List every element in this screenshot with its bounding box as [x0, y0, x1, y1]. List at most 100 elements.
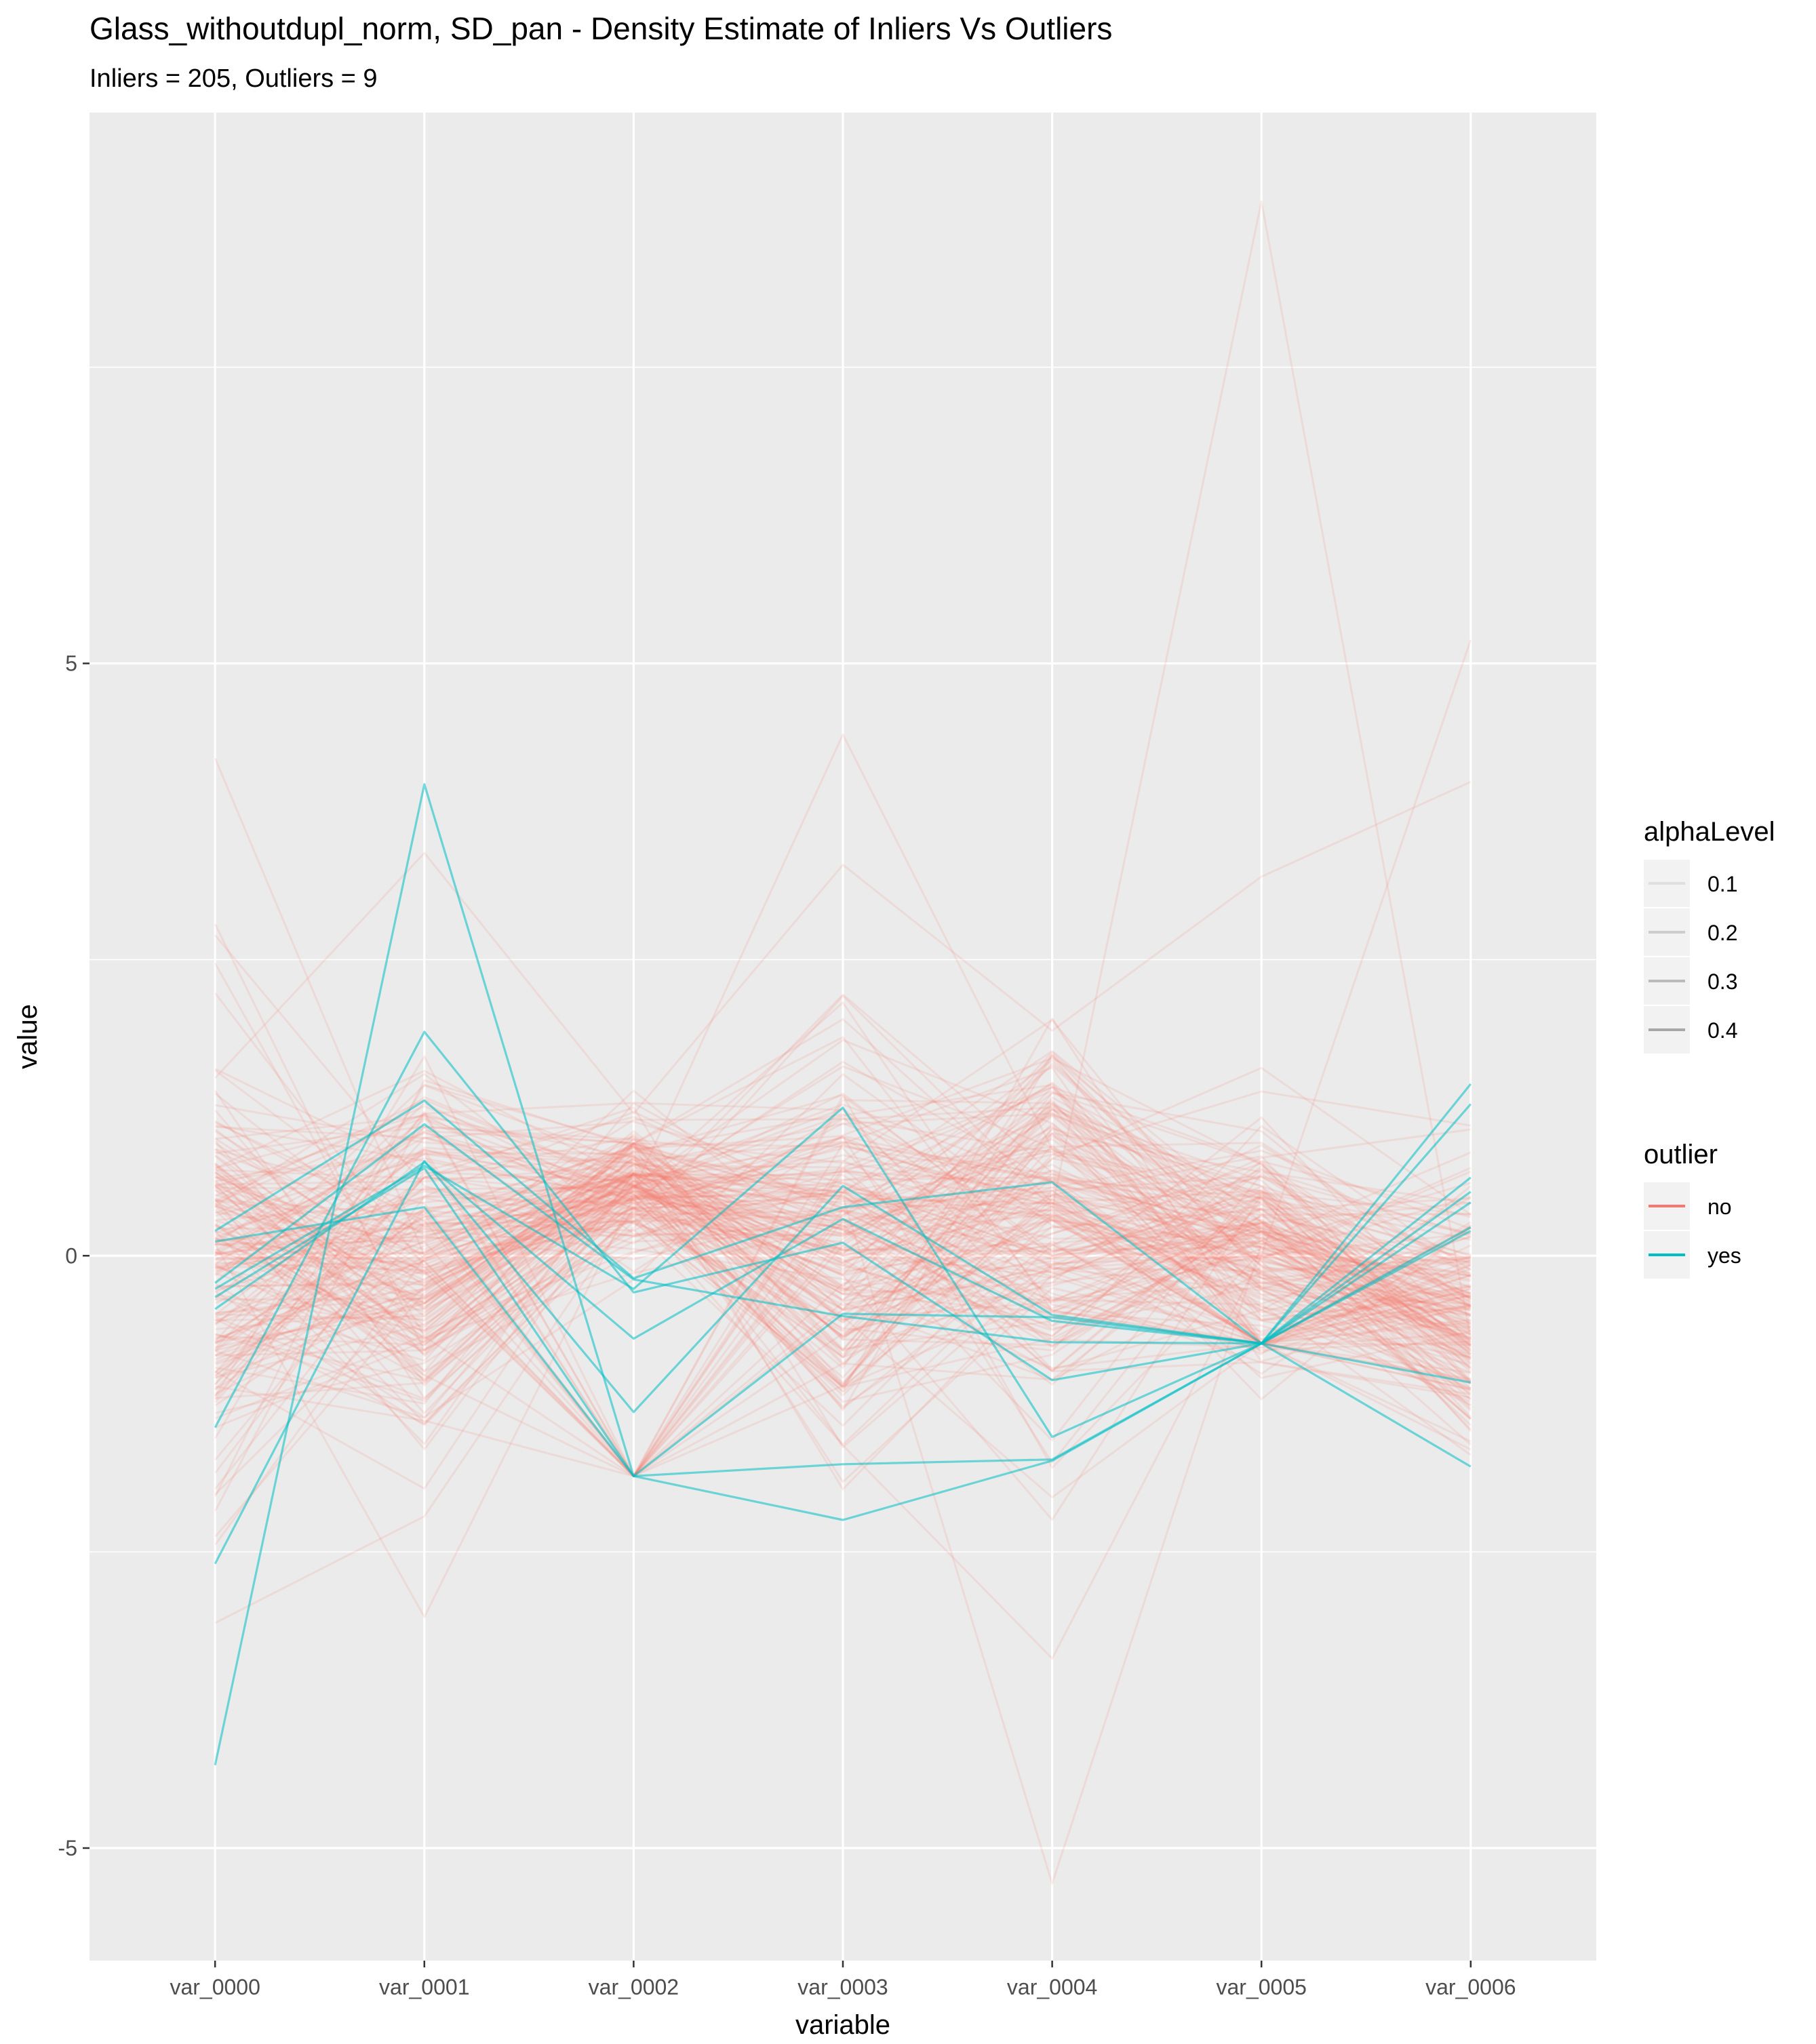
- inlier-line: [214, 1136, 1472, 1403]
- inlier-line: [214, 1146, 1471, 1326]
- inlier-line: [214, 1130, 1472, 1477]
- inlier-line: [215, 1199, 1471, 1477]
- inlier-line: [214, 1195, 1472, 1885]
- inlier-line: [214, 1108, 1472, 1357]
- inlier-line: [214, 1136, 1472, 1400]
- inlier-line: [214, 1070, 1472, 1401]
- x-tick-label: var_0001: [379, 1975, 469, 1999]
- inlier-line: [214, 1172, 1472, 1429]
- inlier-line: [214, 1127, 1472, 1356]
- inlier-line: [214, 1118, 1472, 1336]
- inlier-line: [214, 1174, 1472, 1357]
- inlier-line: [214, 1091, 1472, 1451]
- x-axis-title: variable: [795, 2010, 890, 2040]
- inlier-line: [214, 1148, 1472, 1483]
- inlier-line: [214, 1186, 1472, 1456]
- legend: alphaLevel 0.1 0.2 0.3 0.4 outlier no yes: [1644, 817, 1775, 1279]
- inlier-line: [215, 1147, 1472, 1312]
- legend-label: yes: [1708, 1243, 1741, 1268]
- inlier-line: [214, 1086, 1472, 1339]
- inlier-line: [214, 1102, 1472, 1342]
- inlier-line: [214, 1153, 1472, 1338]
- legend-label: 0.3: [1708, 969, 1737, 994]
- inlier-line: [214, 1140, 1472, 1298]
- legend-key-background: [1644, 957, 1690, 1005]
- inlier-line: [214, 1115, 1471, 1477]
- inlier-line: [214, 1151, 1472, 1382]
- inlier-line: [214, 1174, 1472, 1344]
- inlier-line: [214, 1081, 1472, 1259]
- inlier-line: [214, 1106, 1472, 1449]
- inlier-line: [215, 1175, 1472, 1397]
- inlier-line: [214, 1091, 1472, 1385]
- inlier-line: [215, 1059, 1472, 1392]
- plot-panel: [90, 113, 1596, 1961]
- inlier-line: [214, 1105, 1472, 1344]
- inlier-line: [214, 757, 1472, 1317]
- inlier-line: [214, 1057, 1472, 1308]
- inlier-line: [215, 1120, 1472, 1384]
- inlier-line: [214, 1122, 1472, 1377]
- inlier-lines: [214, 200, 1472, 1885]
- x-tick-label: var_0002: [589, 1975, 679, 1999]
- inlier-line: [214, 1176, 1472, 1409]
- inlier-line: [214, 1142, 1472, 1276]
- inlier-line: [214, 1054, 1472, 1411]
- inlier-line: [214, 1188, 1472, 1420]
- inlier-line: [215, 1151, 1472, 1380]
- inlier-line: [214, 1108, 1472, 1364]
- legend-key-background: [1644, 860, 1690, 907]
- inlier-line: [214, 1128, 1472, 1371]
- inlier-line: [215, 995, 1471, 1357]
- inlier-line: [214, 1069, 1472, 1303]
- inlier-line: [214, 1166, 1472, 1419]
- inlier-line: [214, 1254, 1472, 1477]
- legend-label: 0.2: [1708, 921, 1737, 945]
- x-tick-label: var_0005: [1217, 1975, 1307, 1999]
- inlier-line: [214, 1184, 1472, 1420]
- inlier-line: [214, 1094, 1472, 1469]
- y-tick-label: -5: [58, 1836, 77, 1860]
- inlier-line: [214, 1099, 1472, 1477]
- legend-title: outlier: [1644, 1140, 1718, 1169]
- inlier-line: [215, 1054, 1472, 1321]
- inlier-line: [214, 934, 1472, 1290]
- legend-title: alphaLevel: [1644, 817, 1775, 847]
- inlier-line: [214, 1053, 1472, 1369]
- inlier-line: [215, 1132, 1472, 1395]
- inlier-line: [214, 1181, 1472, 1386]
- x-tick-label: var_0006: [1425, 1975, 1516, 1999]
- inlier-line: [214, 1142, 1471, 1407]
- inlier-line: [214, 1180, 1472, 1432]
- inlier-line: [215, 1169, 1472, 1337]
- inlier-line: [214, 1162, 1472, 1401]
- inlier-line: [214, 1111, 1472, 1445]
- inlier-line: [214, 1103, 1472, 1356]
- inlier-line: [214, 1113, 1472, 1477]
- inlier-line: [214, 1165, 1472, 1343]
- y-axis-title: value: [13, 1004, 43, 1069]
- inlier-line: [214, 1155, 1472, 1409]
- inlier-line: [215, 1144, 1472, 1305]
- inlier-line: [214, 1039, 1472, 1546]
- inlier-line: [214, 1188, 1472, 1329]
- axes: -5 0 5 var_0000 var_0001 var_0002 var_0003 var_…: [58, 652, 1516, 1999]
- inlier-line: [214, 1180, 1472, 1395]
- inlier-line: [214, 1142, 1472, 1418]
- inlier-line: [214, 1158, 1471, 1302]
- inlier-line: [214, 1166, 1472, 1477]
- inlier-line: [214, 1157, 1472, 1348]
- inlier-line: [214, 1089, 1472, 1399]
- inlier-line: [215, 1125, 1472, 1350]
- inlier-line: [215, 1197, 1472, 1366]
- inlier-line: [214, 1108, 1472, 1477]
- inlier-line: [214, 1131, 1472, 1341]
- x-tick-label: var_0003: [797, 1975, 888, 1999]
- inlier-line: [214, 1145, 1471, 1365]
- inlier-line: [214, 1190, 1472, 1333]
- inlier-line: [214, 1138, 1472, 1372]
- inlier-line: [214, 1214, 1472, 1477]
- inlier-line: [214, 1174, 1472, 1329]
- inlier-line: [215, 1096, 1472, 1430]
- inlier-line: [214, 1102, 1472, 1352]
